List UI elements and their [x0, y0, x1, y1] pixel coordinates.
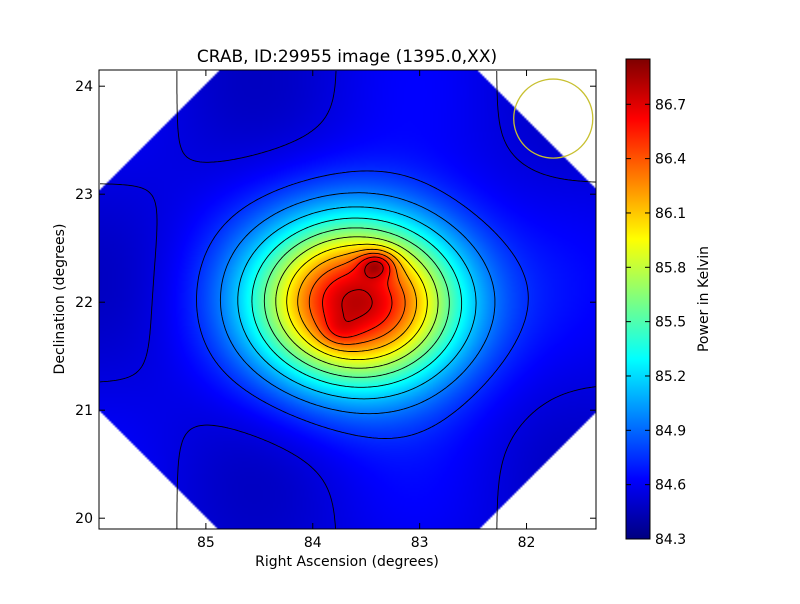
colorbar-tick-label: 85.2	[655, 369, 686, 385]
plot-frame	[98, 69, 597, 530]
heatmap	[99, 70, 596, 529]
x-tick-label: 82	[518, 535, 536, 551]
y-tick-label: 21	[75, 403, 93, 419]
contour-line	[196, 170, 529, 439]
beam-circle	[513, 78, 594, 159]
colorbar-tick-label: 85.5	[655, 315, 686, 331]
x-tick-label: 84	[304, 535, 322, 551]
contour-line	[275, 236, 439, 369]
contour-line	[341, 261, 384, 322]
contour-line	[297, 248, 417, 352]
x-axis-label: Right Ascension (degrees)	[255, 554, 439, 570]
colorbar-tick-label: 84.9	[655, 423, 686, 439]
y-tick-label: 20	[75, 511, 93, 527]
y-tick-label: 23	[75, 187, 93, 203]
y-tick-label: 24	[75, 79, 93, 95]
contour-line	[263, 227, 450, 378]
colorbar-bar	[625, 58, 651, 540]
x-tick-label: 85	[197, 535, 215, 551]
colorbar: 84.3 84.6 84.9 85.2 85.5 85.8 86.1 86.4 86.7 Pow…	[625, 58, 712, 548]
colorbar-tick-label: 86.4	[655, 152, 686, 168]
y-axis-label: Declination (degrees)	[52, 224, 68, 375]
colorbar-tick-label: 85.8	[655, 260, 686, 276]
colorbar-tick-label: 84.3	[655, 532, 686, 548]
contour-line	[322, 256, 393, 338]
contour-line	[286, 243, 428, 361]
colorbar-ticks: 84.3 84.6 84.9 85.2 85.5 85.8 86.1 86.4 86.7	[626, 97, 686, 548]
y-tick-label: 22	[75, 295, 93, 311]
colorbar-tick-label: 84.6	[655, 478, 686, 494]
chart-title: CRAB, ID:29955 image (1395.0,XX)	[197, 47, 497, 67]
contour-lines	[99, 70, 596, 529]
x-tick-label: 83	[411, 535, 429, 551]
contour-line	[308, 252, 406, 345]
contour-line	[251, 217, 463, 388]
colorbar-tick-label: 86.7	[655, 97, 686, 113]
contour-line	[237, 206, 477, 400]
contour-line	[99, 70, 596, 529]
x-axis: 85 84 83 82	[197, 70, 535, 551]
colorbar-label: Power in Kelvin	[696, 246, 712, 352]
colorbar-tick-label: 86.1	[655, 206, 686, 222]
y-axis: 20 21 22 23 24	[75, 79, 596, 527]
contour-line	[219, 192, 496, 415]
